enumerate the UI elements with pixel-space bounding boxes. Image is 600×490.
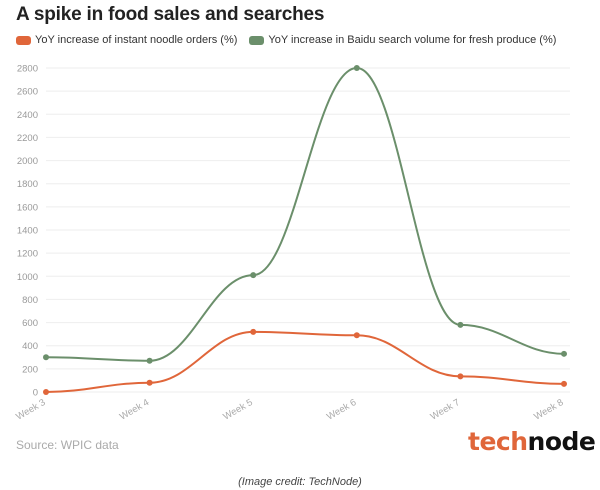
y-tick-label: 2600 (17, 87, 38, 98)
image-credit: (Image credit: TechNode) (238, 476, 362, 488)
data-point (353, 332, 360, 339)
x-tick-label: Week 4 (118, 397, 151, 423)
y-tick-label: 1600 (17, 202, 38, 213)
y-tick-label: 2000 (17, 156, 38, 167)
legend-item-noodles[interactable]: YoY increase of instant noodle orders (%… (16, 34, 237, 46)
x-tick-label: Week 6 (325, 397, 358, 423)
y-tick-label: 1200 (17, 249, 38, 260)
y-tick-label: 1800 (17, 179, 38, 190)
y-tick-label: 2800 (17, 64, 38, 75)
data-point (457, 321, 464, 328)
data-point (146, 379, 153, 386)
data-point (43, 389, 49, 395)
series-line (45, 330, 565, 393)
data-point (353, 65, 360, 71)
y-tick-label: 2200 (17, 133, 38, 144)
legend: YoY increase of instant noodle orders (%… (16, 34, 556, 46)
data-point (146, 357, 153, 364)
y-tick-label: 200 (22, 364, 38, 375)
y-tick-label: 600 (22, 318, 38, 329)
legend-label: YoY increase of instant noodle orders (%… (35, 34, 238, 46)
y-tick-label: 1400 (17, 226, 38, 237)
source-note: Source: WPIC data (16, 438, 119, 452)
y-tick-label: 800 (22, 295, 38, 306)
chart-plot: 0 200 400 600 800 1000 1200 1400 1600 1800 2000 220… (14, 64, 570, 423)
data-point (561, 350, 567, 357)
y-tick-label: 1000 (17, 272, 38, 283)
x-tick-label: Week 5 (221, 397, 254, 423)
legend-swatch (16, 35, 31, 45)
x-tick-label: Week 3 (14, 397, 47, 423)
x-tick-label: Week 8 (532, 397, 565, 423)
data-point (250, 328, 257, 335)
series-line (45, 66, 565, 362)
data-point (561, 380, 567, 387)
y-tick-label: 0 (33, 388, 38, 399)
chart-title: A spike in food sales and searches (16, 4, 325, 25)
data-point (250, 272, 257, 279)
data-point (43, 354, 49, 361)
y-tick-label: 400 (22, 341, 38, 352)
legend-label: YoY increase in Baidu search volume for … (268, 34, 557, 46)
data-point (457, 373, 464, 380)
legend-swatch (249, 35, 265, 45)
legend-item-baidu[interactable]: YoY increase in Baidu search volume for … (249, 34, 556, 46)
y-tick-label: 2400 (17, 110, 38, 121)
x-tick-label: Week 7 (429, 397, 462, 423)
technode-logo: technode (468, 427, 596, 456)
